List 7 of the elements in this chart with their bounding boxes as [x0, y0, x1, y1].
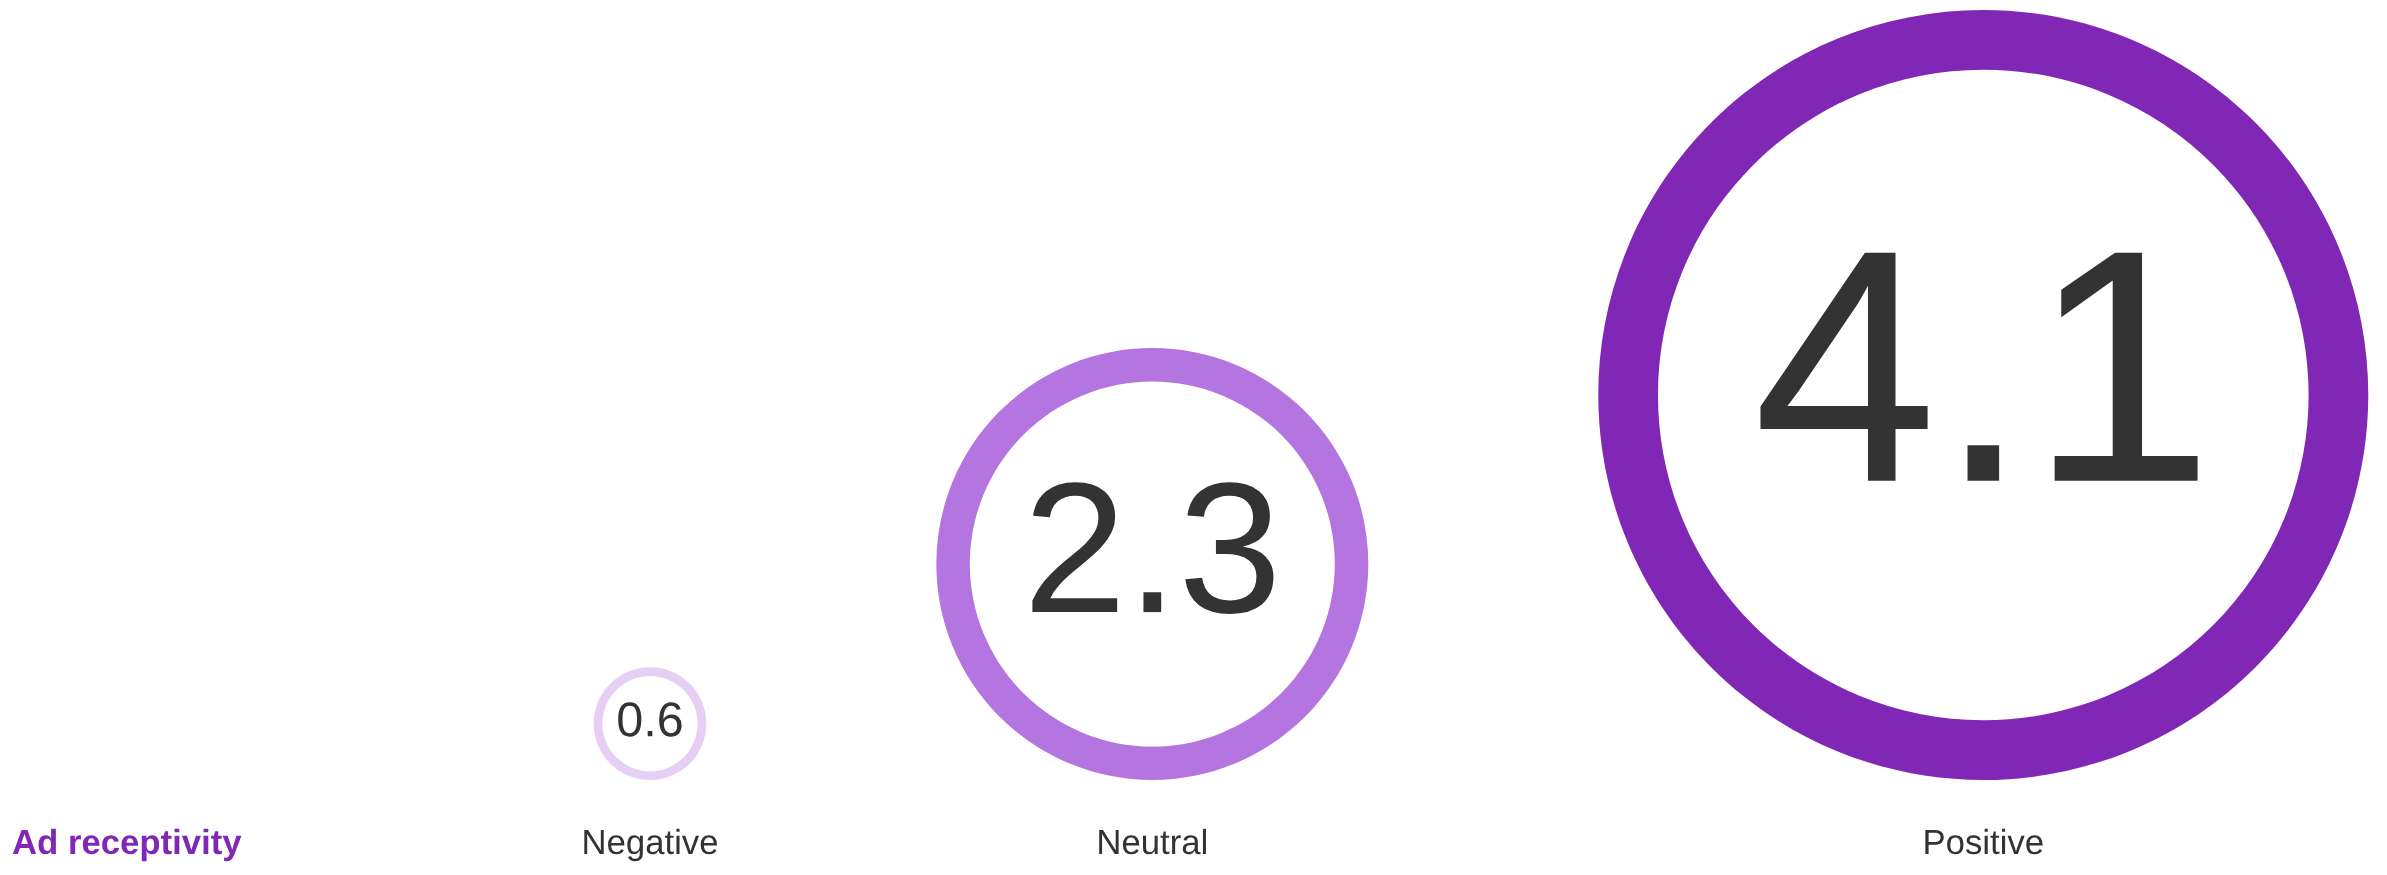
text: Ad receptivity [12, 828, 242, 862]
data-label: 2.3 [1032, 482, 1274, 614]
category-label: Negative [584, 828, 717, 862]
data-label: 0.6 [618, 702, 682, 737]
category-label: Positive [1925, 828, 2043, 855]
data-label: 4.1 [1760, 252, 2198, 481]
category-label: Neutral [1099, 828, 1206, 855]
